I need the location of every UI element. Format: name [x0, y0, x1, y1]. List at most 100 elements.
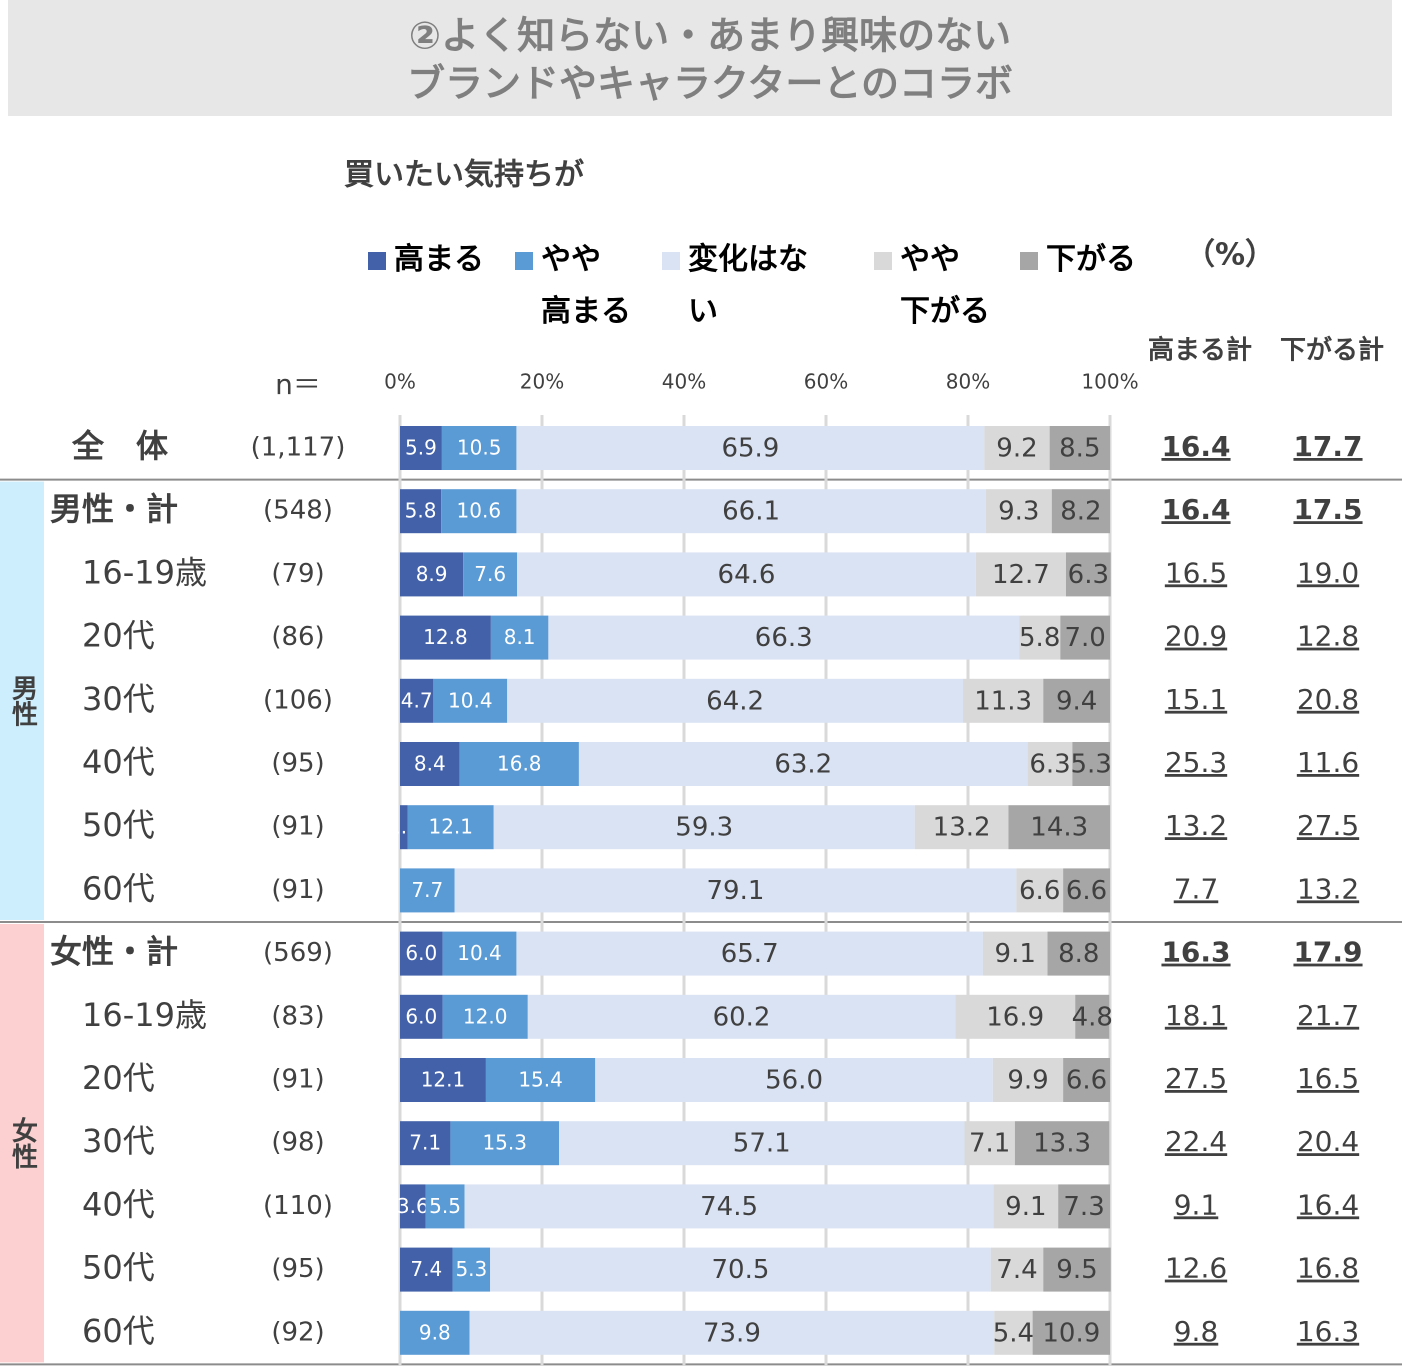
total-value: 19.0 [1297, 556, 1359, 589]
total-value: 16.4 [1297, 1188, 1359, 1221]
bar-segment [425, 1184, 465, 1229]
value-label: 10.9 [1042, 1318, 1100, 1348]
value-label: 3.6 [397, 1194, 429, 1218]
bar-segment [963, 678, 1044, 723]
value-label: 4.7 [401, 688, 433, 712]
value-label: 63.2 [774, 750, 832, 780]
total-value: 15.1 [1165, 683, 1227, 716]
subtitle: 買いたい気持ちが [344, 158, 584, 193]
n-label: (98) [271, 1128, 324, 1158]
value-label: 5.9 [405, 436, 437, 460]
value-label: 10.4 [448, 688, 493, 712]
bar-segment [441, 489, 517, 534]
x-tick-label: 100% [1081, 370, 1138, 394]
bar-segment [400, 742, 460, 786]
category-label: 20代 [82, 1059, 155, 1097]
value-label: 64.2 [706, 686, 764, 716]
bar-segment [1043, 678, 1110, 723]
x-tick-label: 0% [384, 370, 416, 394]
value-label: 6.0 [405, 941, 437, 965]
legend-swatch [874, 252, 892, 270]
legend-swatch [368, 252, 386, 270]
category-label: 男性・計 [50, 490, 178, 528]
total-value: 16.5 [1165, 556, 1227, 589]
bar-segment [516, 489, 986, 534]
bar-segment [1008, 805, 1110, 850]
category-label: 50代 [82, 1249, 155, 1287]
value-label: 64.6 [718, 560, 776, 590]
legend-item: やや 下がる [900, 242, 990, 329]
bar-segment [507, 678, 964, 723]
value-label: 73.9 [703, 1318, 761, 1348]
bar-segment [400, 552, 464, 597]
bar-segment [964, 1121, 1015, 1166]
value-label: 5.8 [405, 499, 437, 523]
value-label: 6.3 [1029, 750, 1070, 780]
bar-segment [454, 868, 1017, 913]
total-value: 13.2 [1165, 809, 1227, 842]
bar-segment [975, 552, 1066, 597]
value-label: 12.8 [423, 625, 468, 649]
legend-item: 高まる [394, 242, 484, 277]
value-label: 9.5 [1056, 1255, 1097, 1285]
bar-segment [1072, 742, 1110, 786]
x-tick-label: 20% [520, 370, 564, 394]
value-label: 5.3 [455, 1257, 487, 1281]
unit-label: （%） [1185, 238, 1275, 273]
bar-segment [559, 1121, 965, 1166]
bar-segment [400, 678, 434, 723]
bar-segment [407, 805, 494, 850]
bar-segment [1049, 426, 1110, 470]
value-label: 56.0 [765, 1066, 823, 1096]
bar-segment [1027, 742, 1073, 786]
value-label: 16.9 [986, 1002, 1044, 1032]
category-label: 16-19歳 [82, 996, 207, 1034]
value-label: 16.8 [497, 752, 542, 776]
legend-label: やや 高まる [541, 242, 631, 329]
value-label: 9.9 [1007, 1066, 1048, 1096]
total-value: 9.1 [1174, 1188, 1219, 1221]
n-label: (91) [271, 812, 324, 842]
value-label: 59.3 [675, 813, 733, 843]
bar-segment [516, 426, 985, 470]
value-label: 6.6 [1066, 876, 1107, 906]
total-value: 16.5 [1297, 1062, 1359, 1095]
value-label: 11.3 [974, 686, 1032, 716]
group-label: 男性 [8, 675, 38, 727]
group-band [0, 924, 44, 1363]
value-label: 60.2 [713, 1002, 771, 1032]
value-label: 8.9 [416, 562, 448, 586]
category-label: 40代 [82, 743, 155, 781]
value-label: 7.0 [1064, 623, 1105, 653]
total-value: 20.9 [1165, 620, 1227, 653]
bar-segment [442, 994, 528, 1039]
bar-segment [993, 1184, 1059, 1229]
bar-segment [459, 742, 579, 786]
value-label: 5.4 [993, 1318, 1034, 1348]
value-label: 5.8 [1019, 623, 1060, 653]
n-label: (569) [263, 938, 333, 968]
bar-segment [400, 489, 442, 534]
n-label: (1,117) [251, 433, 346, 463]
bar-segment [1016, 868, 1064, 913]
value-label: 10.5 [457, 436, 502, 460]
category-label: 20代 [82, 617, 155, 655]
n-header: n＝ [275, 368, 321, 401]
bar-segment [493, 805, 915, 850]
value-label: 14.3 [1030, 813, 1088, 843]
x-tick-label: 80% [946, 370, 990, 394]
bar-segment [400, 931, 443, 976]
category-label: 全 体 [71, 427, 168, 465]
bar-segment [548, 615, 1020, 660]
value-label: 5.5 [429, 1194, 461, 1218]
bar-segment [433, 678, 508, 723]
value-label: 13.2 [933, 813, 991, 843]
bar-segment [490, 615, 549, 660]
bar-segment [452, 1247, 491, 1292]
value-label: 66.1 [722, 497, 780, 527]
bar-segment [485, 1058, 596, 1102]
x-tick-label: 60% [804, 370, 848, 394]
total-value: 12.8 [1297, 620, 1359, 653]
n-label: (91) [271, 1065, 324, 1095]
